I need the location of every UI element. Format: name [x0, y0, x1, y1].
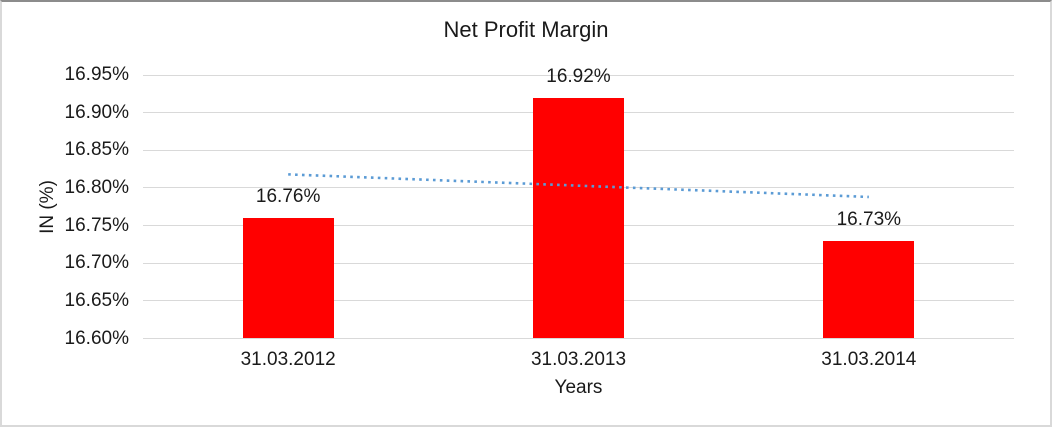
chart-title: Net Profit Margin: [443, 17, 609, 42]
x-tick-label: 31.03.2014: [821, 349, 917, 370]
x-axis-title: Years: [554, 377, 603, 398]
y-tick-label: 16.85%: [64, 139, 129, 161]
y-tick-label: 16.65%: [64, 289, 129, 311]
bar: [242, 218, 334, 339]
bar: [823, 240, 915, 339]
y-tick-label: 16.60%: [64, 327, 129, 349]
y-tick-label: 16.90%: [64, 101, 129, 123]
y-tick-label: 16.75%: [64, 214, 129, 236]
gridline: [143, 338, 1014, 339]
y-tick-label: 16.80%: [64, 176, 129, 198]
bar-data-label: 16.92%: [546, 65, 611, 87]
x-tick-label: 31.03.2013: [530, 349, 627, 370]
x-tick-label: 31.03.2012: [240, 349, 336, 370]
bar-data-label: 16.73%: [836, 208, 902, 230]
y-tick-label: 16.95%: [64, 64, 129, 85]
gridline: [143, 74, 1014, 76]
bar: [533, 97, 624, 339]
bar-data-label: 16.76%: [255, 186, 321, 208]
y-tick-label: 16.70%: [64, 252, 129, 274]
